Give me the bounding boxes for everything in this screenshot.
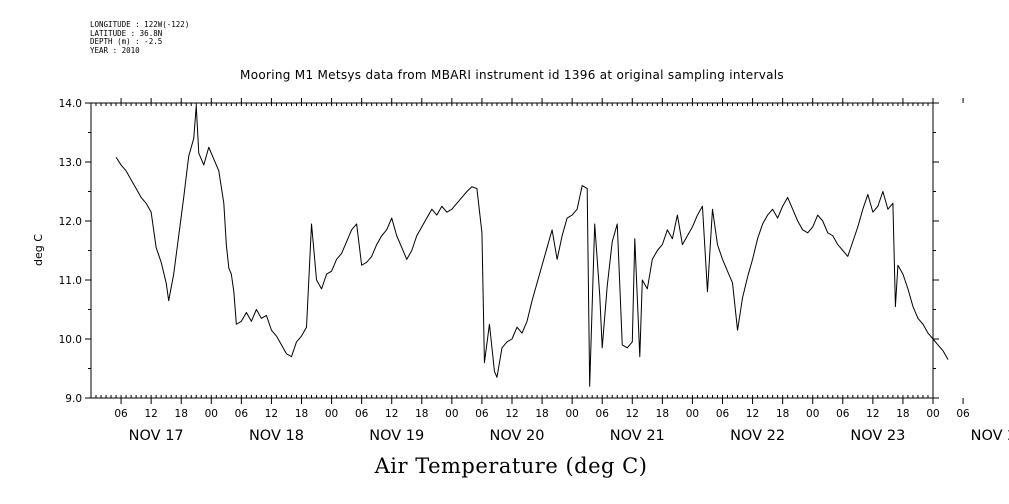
x-tick-label: 18 bbox=[656, 408, 669, 420]
x-tick-label: 12 bbox=[746, 408, 759, 420]
x-axis: 06 12 18 00 06 12 18 00 06 12 18 00 06 12 18 00 06 12 18 00… bbox=[114, 98, 1009, 444]
x-tick-label: 18 bbox=[415, 408, 428, 420]
series-layer bbox=[115, 105, 949, 387]
x-day-label: NOV 22 bbox=[730, 428, 785, 444]
y-axis-label: deg C bbox=[32, 234, 45, 266]
y-tick-label: 12.0 bbox=[59, 216, 82, 228]
x-tick-label: 00 bbox=[926, 408, 939, 420]
x-axis-title: Air Temperature (deg C) bbox=[374, 454, 648, 478]
x-tick-label: 00 bbox=[445, 408, 458, 420]
x-tick-label: 06 bbox=[235, 408, 249, 420]
x-tick-label: 00 bbox=[325, 408, 338, 420]
series-line bbox=[115, 105, 949, 387]
y-tick-label: 9.0 bbox=[65, 393, 82, 405]
x-day-label: NOV 21 bbox=[610, 428, 665, 444]
plot-frame bbox=[90, 102, 934, 399]
x-tick-label: 12 bbox=[144, 408, 157, 420]
metadata-block: LONGITUDE : 122W(-122) LATITUDE : 36.8N … bbox=[90, 20, 190, 55]
x-tick-label: 18 bbox=[776, 408, 789, 420]
y-tick-label: 14.0 bbox=[59, 98, 82, 110]
x-tick-label: 12 bbox=[626, 408, 639, 420]
x-tick-label: 18 bbox=[175, 408, 188, 420]
x-tick-label: 12 bbox=[265, 408, 278, 420]
x-day-label: NOV 19 bbox=[369, 428, 424, 444]
x-day-label: NOV 23 bbox=[850, 428, 905, 444]
x-tick-label: 12 bbox=[385, 408, 398, 420]
x-day-label: NOV 17 bbox=[129, 428, 184, 444]
chart-title: Mooring M1 Metsys data from MBARI instru… bbox=[240, 68, 784, 82]
longitude-label: LONGITUDE : 122W(-122) bbox=[90, 20, 190, 29]
x-tick-label: 12 bbox=[505, 408, 518, 420]
x-tick-label: 06 bbox=[475, 408, 489, 420]
x-day-label: NOV 18 bbox=[249, 428, 304, 444]
x-tick-label: 00 bbox=[806, 408, 819, 420]
x-tick-label: 18 bbox=[535, 408, 548, 420]
x-tick-label: 06 bbox=[355, 408, 369, 420]
y-tick-label: 10.0 bbox=[59, 334, 82, 346]
y-axis: 9.0 10.0 11.0 12.0 13.0 14.0 bbox=[59, 98, 939, 405]
x-tick-label: 18 bbox=[295, 408, 308, 420]
x-tick-label: 06 bbox=[114, 408, 128, 420]
x-tick-label: 18 bbox=[896, 408, 909, 420]
x-day-label: NOV 24 bbox=[971, 428, 1009, 444]
x-tick-label: 06 bbox=[716, 408, 730, 420]
x-tick-label: 12 bbox=[866, 408, 879, 420]
x-tick-label: 00 bbox=[205, 408, 218, 420]
x-tick-label: 00 bbox=[686, 408, 699, 420]
x-tick-label: 06 bbox=[836, 408, 850, 420]
x-tick-label: 06 bbox=[596, 408, 610, 420]
x-tick-label: 06 bbox=[956, 408, 970, 420]
x-day-label: NOV 20 bbox=[490, 428, 545, 444]
minor-ticks bbox=[90, 103, 934, 398]
x-tick-label: 00 bbox=[565, 408, 578, 420]
year-label: YEAR : 2010 bbox=[90, 45, 140, 55]
depth-label: DEPTH (m) : -2.5 bbox=[90, 37, 163, 47]
y-tick-label: 13.0 bbox=[59, 157, 82, 169]
y-tick-label: 11.0 bbox=[59, 275, 82, 287]
latitude-label: LATITUDE : 36.8N bbox=[90, 28, 163, 38]
